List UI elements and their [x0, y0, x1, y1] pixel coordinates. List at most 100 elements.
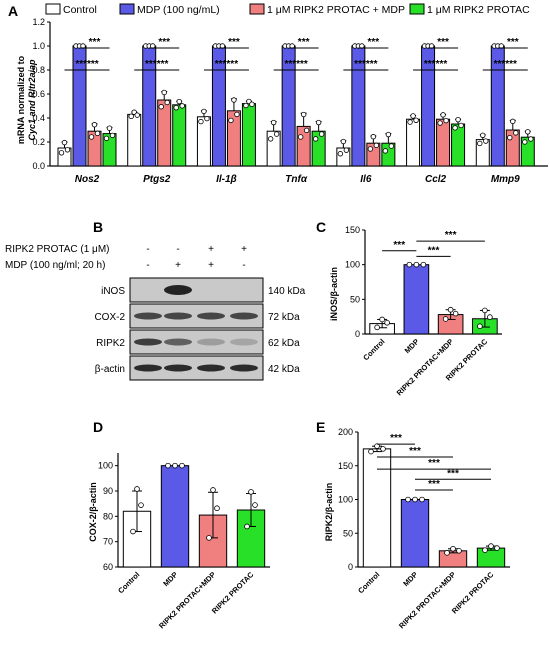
data-point [488, 543, 494, 549]
data-point-a [367, 146, 374, 152]
panel-c: C iNOS/β-actin 0 50 100 150 Control MDPRIPK2 … [316, 219, 502, 397]
sig-label: *** [428, 479, 440, 490]
data-point [442, 316, 449, 322]
x-tick-label: RIPK2 PROTAC+MDP [395, 337, 455, 397]
blot-band [197, 338, 225, 346]
data-point-a [407, 119, 413, 125]
data-point-a [340, 138, 347, 145]
data-point-a [109, 132, 116, 139]
legend-swatch-protac [409, 3, 425, 15]
data-point-a [388, 143, 395, 149]
sig-label-a: *** [158, 37, 170, 48]
data-point [406, 261, 413, 268]
y-tick-label-a: 0.6 [32, 89, 45, 99]
legend-swatch-mdp [119, 3, 135, 15]
treatment-label-protac: RIPK2 PROTAC (1 μM) [5, 244, 109, 255]
data-point [172, 462, 178, 469]
panel-letter-d: D [93, 419, 103, 435]
data-point [482, 547, 488, 553]
data-point [138, 502, 144, 508]
data-point [452, 310, 459, 317]
legend-a: Control MDP (100 ng/mL) 1 μM RIPK2 PROTA… [45, 3, 530, 16]
y-tick-label: 150 [345, 225, 360, 235]
treatment-sign: + [175, 260, 181, 271]
sig-label-a: ****** [424, 59, 447, 70]
bar-a [266, 130, 281, 167]
data-point-a [158, 104, 164, 110]
treatment-signs: - - + + - + + - [146, 244, 247, 271]
panel-letter-c: C [316, 219, 326, 235]
x-tick-label-a: Ccl2 [425, 174, 447, 185]
bar [400, 499, 430, 568]
data-point-a [410, 113, 416, 119]
y-tick-label: 100 [345, 260, 360, 270]
sig-label-a: ****** [75, 59, 98, 70]
sig-label: *** [393, 240, 405, 251]
data-point-a [437, 120, 443, 126]
data-point [248, 489, 254, 495]
y-axis-label-d: COX-2/β-actin [88, 482, 98, 542]
data-point-a [483, 138, 489, 144]
data-point [456, 547, 462, 554]
treatment-sign: + [208, 260, 214, 271]
sig-label-a: ****** [494, 59, 517, 70]
data-point [405, 496, 411, 503]
y-tick-label: 0 [355, 329, 360, 339]
y-tick-label: 200 [338, 427, 353, 437]
treatment-sign: - [146, 260, 149, 271]
sig-label: *** [428, 458, 440, 469]
data-point [482, 307, 488, 314]
y-tick-label-a: 0.8 [32, 65, 45, 75]
data-point-a [312, 136, 319, 142]
x-tick-label-a: Nos2 [75, 174, 100, 185]
legend-swatch-control [45, 3, 61, 15]
bar [476, 547, 506, 568]
western-blot: iNOS 140 kDa COX-2 72 kDa RIPK2 62 kDa β-actin… [94, 277, 306, 381]
legend-swatch-protac-mdp [249, 3, 265, 15]
y-tick-label-a: 1.2 [32, 17, 45, 27]
blot-strip [129, 277, 264, 303]
data-point-a [88, 134, 95, 140]
data-point-a [267, 136, 274, 142]
x-tick-label: MDP [403, 337, 421, 355]
data-point [412, 496, 418, 503]
data-point [210, 487, 216, 493]
data-point [444, 550, 450, 556]
data-point-a [173, 104, 179, 111]
data-point-a [318, 131, 325, 137]
data-point-a [94, 130, 101, 137]
data-point-a [370, 134, 377, 140]
data-point [413, 261, 420, 268]
y-tick-label-a: 0.2 [32, 137, 45, 147]
y-axis-label-c: iNOS/β-actin [329, 267, 339, 321]
sig-label-a: ****** [215, 59, 238, 70]
blot-band [230, 364, 258, 372]
x-tick-label-a: Ptgs2 [143, 174, 171, 185]
data-point-a [176, 98, 182, 105]
legend-label-control: Control [63, 4, 97, 16]
bar [403, 264, 430, 335]
blot-band [134, 364, 162, 372]
data-point [368, 448, 374, 455]
treatment-sign: + [208, 244, 214, 255]
sig-label: *** [445, 230, 457, 241]
blot-kda-label: 72 kDa [268, 312, 300, 323]
data-point-a [315, 119, 322, 126]
data-point [494, 545, 500, 551]
data-point-a [525, 129, 531, 135]
panel-letter-a: A [8, 3, 18, 19]
bar-a [172, 104, 187, 167]
data-point-a [382, 148, 389, 154]
sig-label-a: ****** [284, 59, 307, 70]
data-point-a [106, 125, 113, 131]
bar-a [241, 103, 256, 167]
data-point-a [204, 115, 210, 122]
data-point-a [413, 117, 419, 123]
data-point [134, 486, 140, 492]
sig-label-a: ****** [145, 59, 168, 70]
bar-a [451, 123, 466, 167]
bar-a [311, 130, 326, 167]
